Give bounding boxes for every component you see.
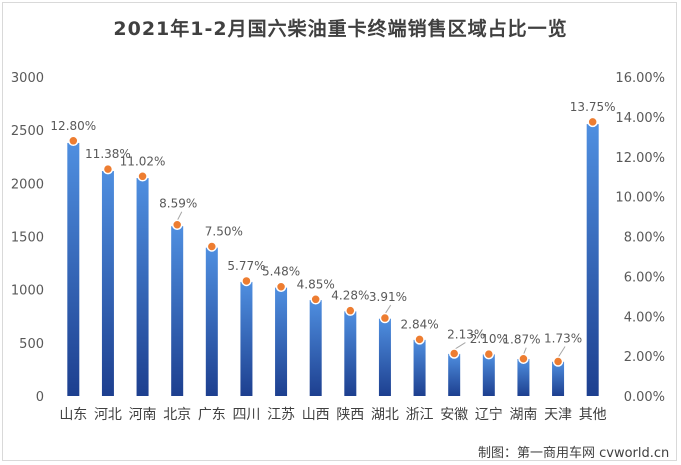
percent-data-label: 5.48% <box>262 265 300 279</box>
bar <box>275 287 288 396</box>
percent-marker <box>587 116 598 128</box>
percent-marker <box>518 353 529 364</box>
right-tick-label: 2.00% <box>624 350 665 365</box>
percent-marker <box>137 171 148 182</box>
right-tick-label: 6.00% <box>624 270 665 285</box>
right-tick-label: 12.00% <box>615 151 665 166</box>
bar <box>586 124 599 397</box>
bar <box>309 300 322 396</box>
bar-series <box>67 124 599 397</box>
percent-data-label: 12.80% <box>50 119 96 133</box>
percent-data-label: 2.84% <box>401 317 439 331</box>
percent-marker <box>275 281 287 292</box>
left-tick-label: 1000 <box>11 284 44 299</box>
category-label: 江苏 <box>267 407 295 423</box>
category-label: 辽宁 <box>475 406 503 423</box>
leader-line <box>176 211 183 221</box>
percent-data-label: 1.87% <box>502 333 540 347</box>
bar <box>240 281 253 396</box>
category-label: 广东 <box>198 407 226 423</box>
bar <box>378 318 391 396</box>
percent-data-label: 7.50% <box>205 224 243 238</box>
percent-data-label: 11.38% <box>85 147 131 161</box>
percent-data-label: 8.59% <box>159 197 197 211</box>
category-label: 北京 <box>163 407 191 423</box>
percent-marker <box>448 348 460 359</box>
bar <box>136 178 149 396</box>
chart-frame <box>2 2 677 461</box>
percent-data-label: 2.10% <box>470 332 508 346</box>
left-tick-label: 2500 <box>11 124 44 139</box>
leader-line <box>384 304 392 315</box>
percent-data-label: 13.75% <box>570 100 616 114</box>
category-label: 陕西 <box>336 407 364 423</box>
percent-marker <box>379 312 391 324</box>
category-label: 安徽 <box>440 407 468 423</box>
bar <box>552 361 565 396</box>
category-label: 河北 <box>94 407 122 423</box>
left-tick-label: 1500 <box>11 231 44 246</box>
bar <box>101 170 114 396</box>
right-tick-label: 10.00% <box>615 191 665 206</box>
percent-data-label: 5.77% <box>227 259 265 273</box>
percent-marker <box>414 334 425 345</box>
percent-labels: 12.80%11.38%11.02%8.59%7.50%5.77%5.48%4.… <box>50 100 615 347</box>
percent-data-label: 2.13% <box>447 328 485 342</box>
percent-marker <box>206 241 218 252</box>
category-label: 山西 <box>302 407 330 423</box>
left-axis: 0 500 1000 1500 2000 2500 3000 <box>11 71 44 405</box>
right-tick-label: 16.00% <box>615 71 665 86</box>
percent-marker <box>171 219 183 230</box>
bar <box>171 226 184 396</box>
category-label: 湖北 <box>371 407 399 423</box>
bar <box>517 358 530 396</box>
bar <box>205 247 218 396</box>
leader-lines <box>176 211 566 358</box>
percent-data-label: 4.85% <box>297 277 335 291</box>
category-label: 天津 <box>544 407 572 423</box>
left-tick-label: 0 <box>36 390 44 405</box>
category-label: 湖南 <box>509 407 537 423</box>
leader-line <box>557 346 566 358</box>
category-label: 浙江 <box>406 407 434 423</box>
percent-data-label: 1.73% <box>544 332 582 346</box>
source-credit: 制图：第一商用车网 cvworld.cn <box>478 446 670 461</box>
percent-markers <box>68 116 598 367</box>
left-tick-label: 500 <box>19 337 44 352</box>
percent-marker <box>68 135 79 147</box>
percent-marker <box>483 348 495 360</box>
left-tick-label: 3000 <box>11 71 44 86</box>
category-labels: 山东 河北 河南 北京 广东 四川 江苏 山西 陕西 湖北 浙江 安徽 辽宁 湖南 天津 其他 <box>59 406 606 423</box>
percent-marker <box>345 305 356 316</box>
percent-data-label: 11.02% <box>120 154 166 168</box>
chart-title: 2021年1-2月国六柴油重卡终端销售区域占比一览 <box>113 18 568 40</box>
left-tick-label: 2000 <box>11 177 44 192</box>
bar <box>344 311 357 396</box>
percent-marker <box>241 275 252 287</box>
right-tick-label: 8.00% <box>624 231 665 246</box>
percent-data-label: 4.28% <box>331 289 369 303</box>
right-axis: 0.00% 2.00% 4.00% 6.00% 8.00% 10.00% 12.00% 14.… <box>615 71 665 405</box>
bar <box>448 353 461 396</box>
percent-data-label: 3.91% <box>369 290 407 304</box>
percent-marker <box>310 294 321 305</box>
right-tick-label: 4.00% <box>624 310 665 325</box>
category-label: 其他 <box>579 407 607 423</box>
category-label: 山东 <box>59 407 87 423</box>
bar <box>67 142 80 396</box>
category-label: 河南 <box>129 407 157 423</box>
bar <box>482 354 495 396</box>
leader-line <box>453 342 466 350</box>
right-tick-label: 14.00% <box>615 111 665 126</box>
percent-marker <box>102 163 114 175</box>
category-label: 四川 <box>232 407 260 423</box>
bar <box>413 339 426 396</box>
right-tick-label: 0.00% <box>624 390 665 405</box>
percent-marker <box>552 356 564 367</box>
